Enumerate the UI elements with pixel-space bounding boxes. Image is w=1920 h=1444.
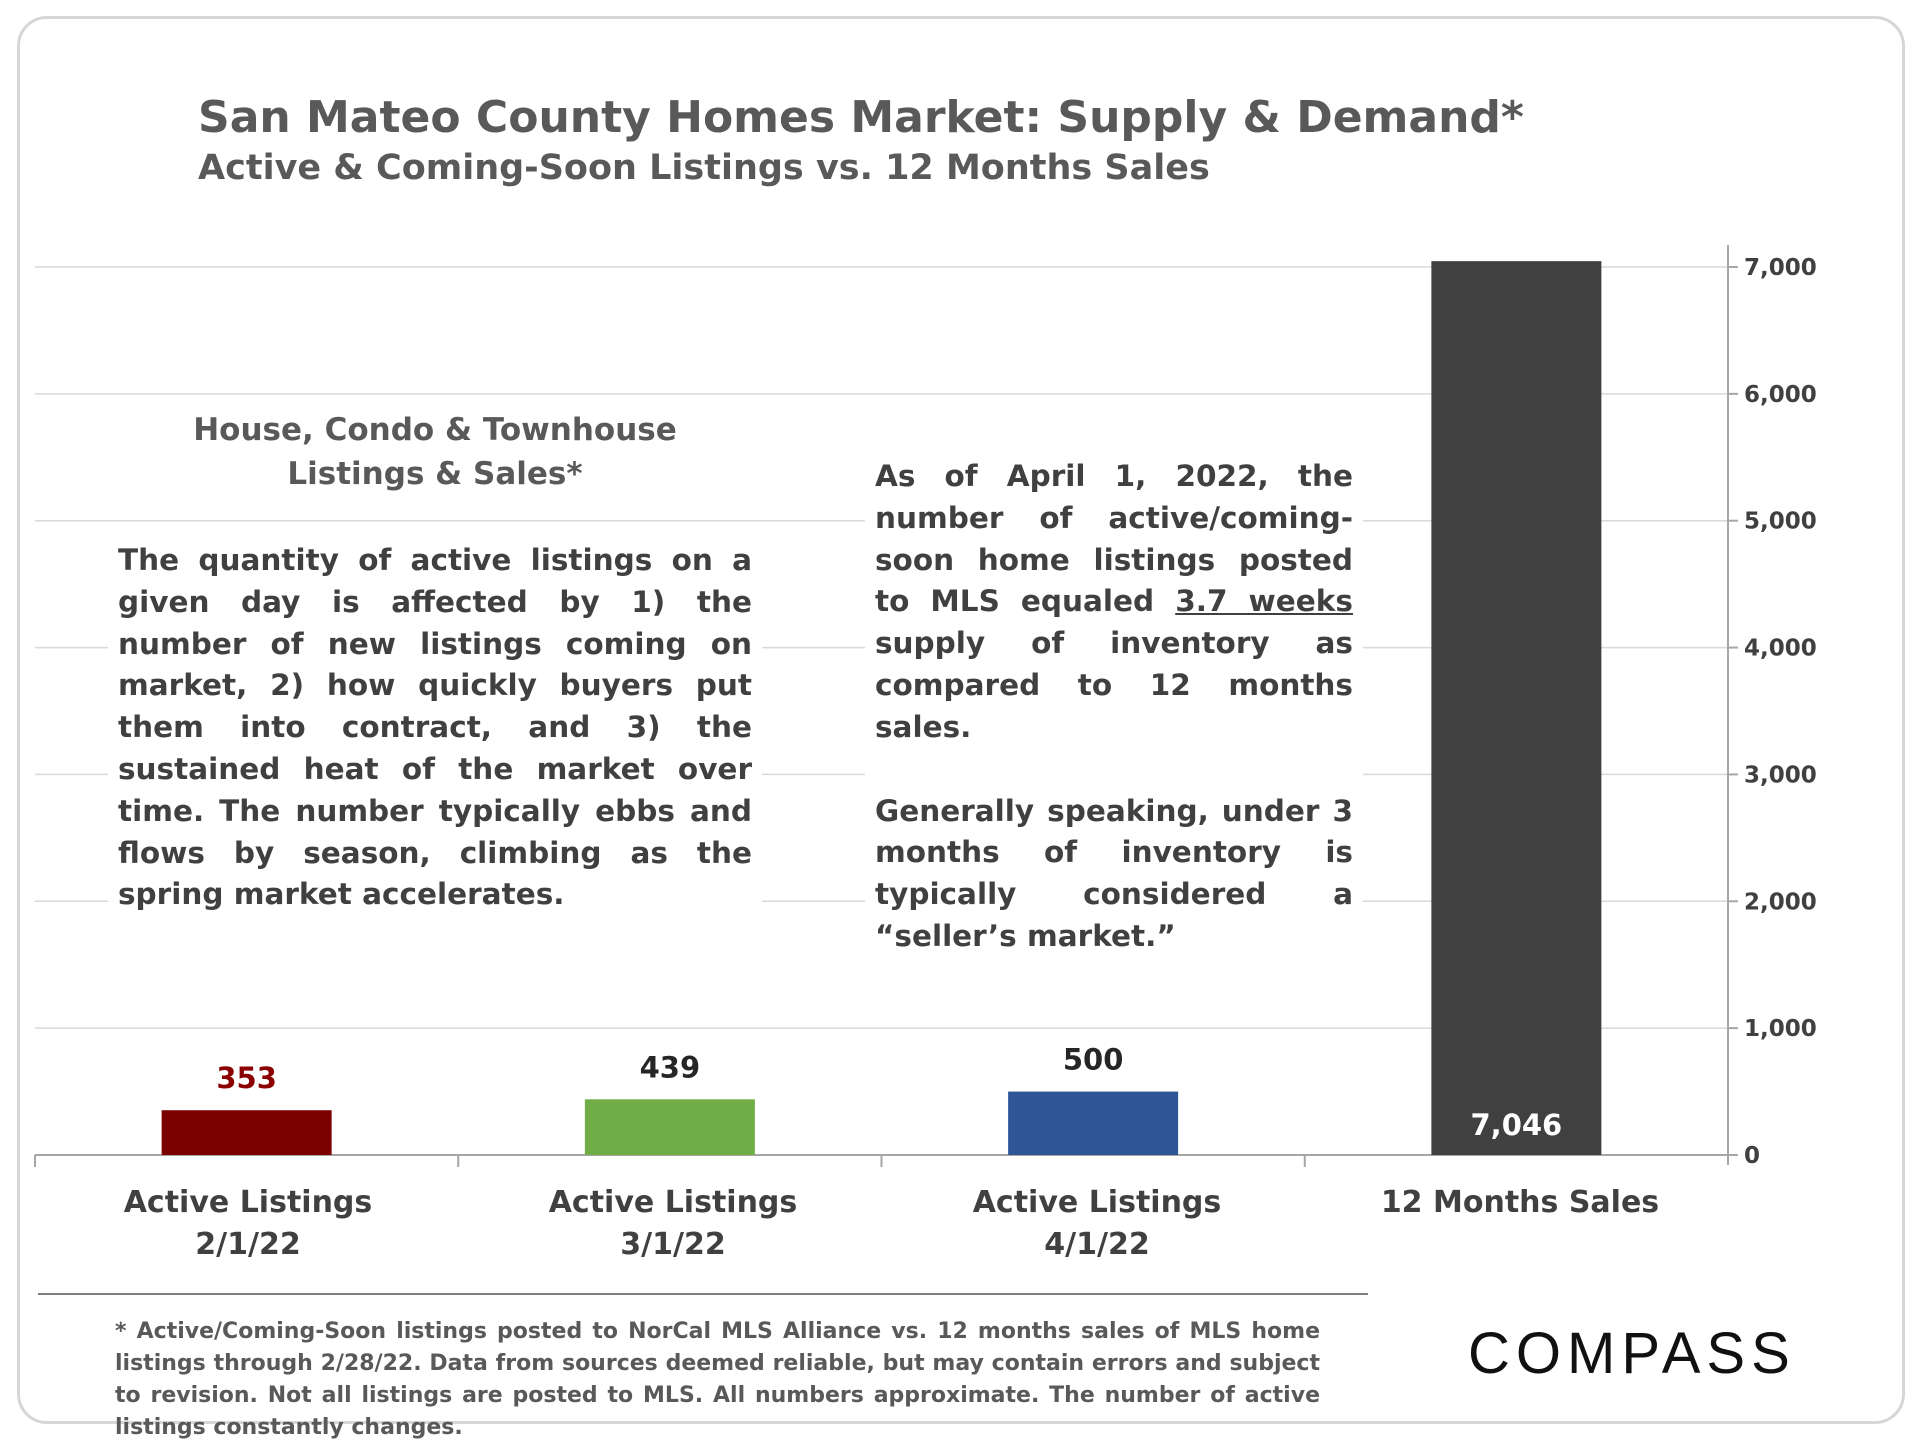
right-box-para1-before: As of April 1, 2022, the number of activ…	[875, 459, 1353, 619]
right-box-para1: As of April 1, 2022, the number of activ…	[875, 456, 1353, 749]
y-tick-label: 6,000	[1744, 382, 1817, 408]
y-tick-label: 0	[1744, 1143, 1760, 1169]
left-box-heading: House, Condo & Townhouse Listings & Sale…	[118, 408, 752, 496]
bar	[1431, 261, 1602, 1156]
right-box-para2: Generally speaking, under 3 months of in…	[875, 793, 1353, 953]
category-label-line1: 12 Months Sales	[1380, 1185, 1660, 1220]
bars	[161, 261, 1602, 1156]
bar-value-label: 353	[216, 1061, 277, 1095]
right-box-para1-after: supply of inventory as compared to 12 mo…	[875, 626, 1353, 744]
y-axis-ticks: 0 1,000 2,000 3,000 4,000 5,000 6,000 7,000	[1728, 255, 1817, 1169]
bar-value-label: 500	[1063, 1043, 1124, 1077]
category-label: Active Listings 4/1/22	[897, 1182, 1297, 1266]
y-tick-label: 4,000	[1744, 636, 1817, 662]
weeks-of-supply: 3.7 weeks	[1175, 584, 1353, 619]
category-label-line1: Active Listings	[972, 1185, 1222, 1220]
y-tick-label: 7,000	[1744, 255, 1817, 281]
left-box-heading-line1: House, Condo & Townhouse	[193, 412, 677, 448]
chart-subtitle: Active & Coming-Soon Listings vs. 12 Mon…	[198, 148, 1210, 188]
category-label-line1: Active Listings	[548, 1185, 798, 1220]
bar-value-label: 7,046	[1471, 1108, 1563, 1142]
category-label-line2: 2/1/22	[195, 1227, 301, 1262]
bar	[161, 1110, 332, 1155]
chart-title: San Mateo County Homes Market: Supply & …	[198, 92, 1524, 143]
bar-value-label: 439	[640, 1050, 701, 1084]
category-label-line1: Active Listings	[123, 1185, 373, 1220]
category-label: 12 Months Sales	[1320, 1182, 1720, 1224]
left-box-body: The quantity of active listings on a giv…	[108, 540, 762, 917]
category-label-line2: 4/1/22	[1044, 1227, 1150, 1262]
category-label: Active Listings 2/1/22	[48, 1182, 448, 1266]
footnote: * Active/Coming-Soon listings posted to …	[115, 1319, 1320, 1440]
y-tick-label: 1,000	[1744, 1016, 1817, 1042]
right-box: As of April 1, 2022, the number of activ…	[865, 456, 1363, 958]
bar	[584, 1099, 755, 1155]
left-box-heading-line2: Listings & Sales*	[287, 456, 583, 492]
footnote-divider	[38, 1293, 1368, 1295]
category-label-line2: 3/1/22	[620, 1227, 726, 1262]
value-labels: 353 439 500 7,046	[216, 1043, 1562, 1142]
y-tick-label: 3,000	[1744, 762, 1817, 788]
y-tick-label: 5,000	[1744, 509, 1817, 535]
bar	[1008, 1091, 1179, 1155]
compass-logo: COMPASS	[1468, 1321, 1796, 1386]
y-tick-label: 2,000	[1744, 889, 1817, 915]
category-label: Active Listings 3/1/22	[473, 1182, 873, 1266]
